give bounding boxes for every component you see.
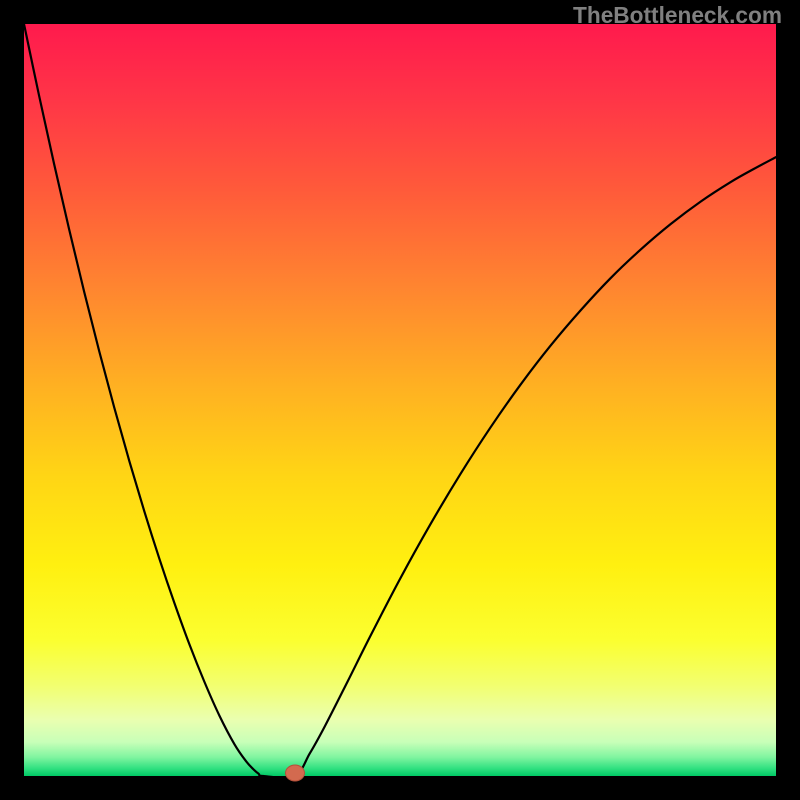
plot-area — [24, 24, 776, 776]
optimal-point-marker — [285, 764, 305, 781]
watermark-text: TheBottleneck.com — [573, 2, 782, 29]
bottleneck-curve — [24, 24, 776, 776]
